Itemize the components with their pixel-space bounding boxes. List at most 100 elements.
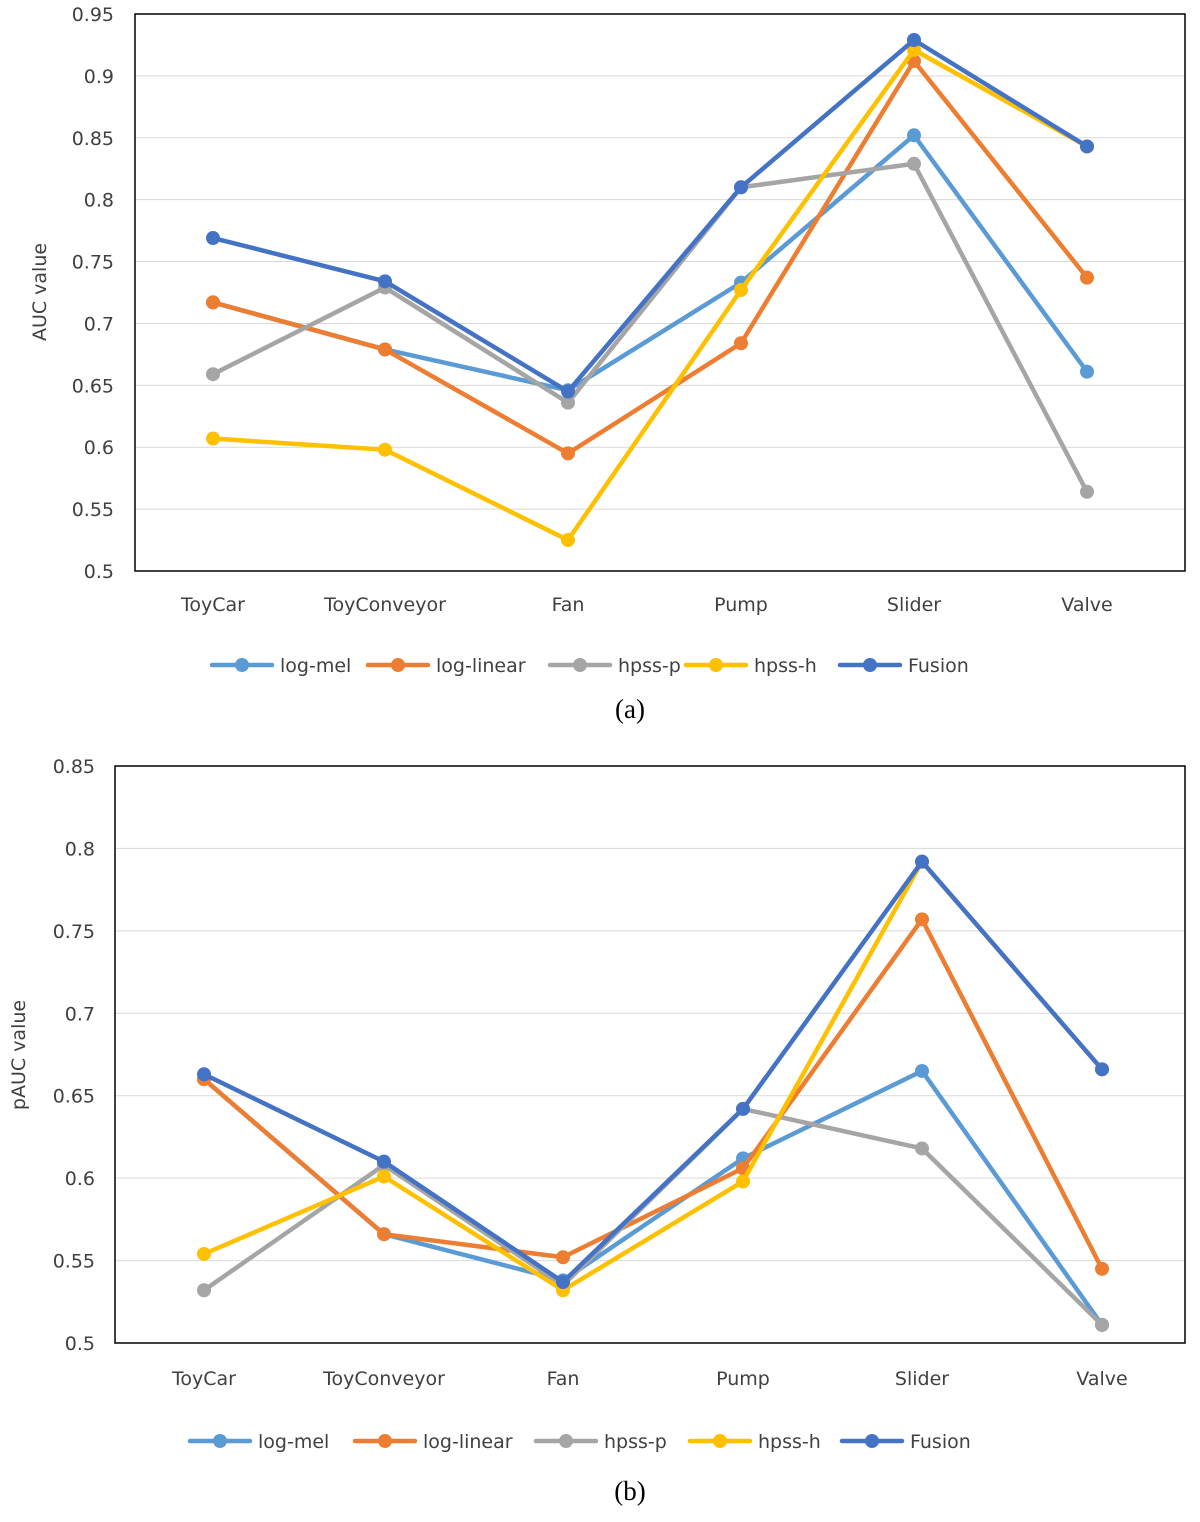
legend-label: hpss-h <box>754 655 817 677</box>
series-line-hpss-p <box>210 161 1090 495</box>
y-tick-label: 0.65 <box>72 375 114 397</box>
x-tick-label: Fan <box>547 1368 580 1390</box>
data-point-hpss-h <box>377 1169 391 1184</box>
x-tick-label: ToyCar <box>171 1368 236 1390</box>
x-tick-label: Valve <box>1061 594 1112 616</box>
data-point-log-mel <box>915 1063 929 1078</box>
series-line-hpss-h <box>201 859 1105 1293</box>
plot-area-frame <box>134 13 1186 572</box>
y-tick-label: 0.75 <box>53 921 95 943</box>
x-tick-label: Pump <box>714 594 768 616</box>
y-tick-label: 0.9 <box>84 66 114 88</box>
x-tick-label: Pump <box>716 1368 770 1390</box>
y-tick-label: 0.85 <box>72 128 114 150</box>
y-tick-label: 0.6 <box>84 437 114 459</box>
legend-marker <box>378 1434 392 1448</box>
data-point-hpss-h <box>736 1174 750 1189</box>
series-line-log-mel <box>210 133 1090 393</box>
y-tick-label: 0.7 <box>65 1003 95 1025</box>
y-tick-label: 0.65 <box>53 1086 95 1108</box>
data-point-hpss-h <box>378 442 392 457</box>
legend-label: hpss-h <box>758 1431 821 1453</box>
legend-marker <box>213 1434 227 1448</box>
figure-caption: (b) <box>614 1476 645 1506</box>
data-point-hpss-h <box>734 283 748 298</box>
series-line-log-linear <box>201 917 1105 1272</box>
legend-marker <box>863 658 877 672</box>
legend-label: hpss-p <box>618 655 681 677</box>
legend-label: Fusion <box>910 1431 971 1453</box>
data-point-hpss-p <box>1080 484 1094 499</box>
y-axis-label: AUC value <box>29 243 51 341</box>
data-point-fusion <box>556 1275 570 1290</box>
x-tick-label: ToyConveyor <box>322 1368 445 1390</box>
legend-marker <box>709 658 723 672</box>
data-point-fusion <box>915 854 929 869</box>
y-tick-label: 0.8 <box>84 190 114 212</box>
data-point-log-linear <box>556 1250 570 1265</box>
series-line-fusion <box>210 37 1090 394</box>
data-point-fusion <box>1080 139 1094 154</box>
data-point-log-linear <box>1080 270 1094 285</box>
data-point-hpss-h <box>206 431 220 446</box>
x-tick-label: Valve <box>1076 1368 1127 1390</box>
data-point-fusion <box>734 180 748 195</box>
data-point-log-linear <box>1095 1261 1109 1276</box>
y-tick-label: 0.75 <box>72 252 114 274</box>
legend-label: log-linear <box>423 1431 513 1453</box>
data-point-fusion <box>907 32 921 47</box>
data-point-log-linear <box>561 446 575 461</box>
data-point-log-linear <box>378 342 392 357</box>
data-point-hpss-h <box>907 42 921 57</box>
legend-label: log-linear <box>436 655 526 677</box>
data-point-hpss-p <box>915 1141 929 1156</box>
data-point-fusion <box>561 384 575 399</box>
series-line-log-linear <box>210 58 1090 456</box>
data-point-hpss-h <box>561 533 575 548</box>
data-point-log-linear <box>377 1227 391 1242</box>
legend-label: log-mel <box>280 655 351 677</box>
data-point-hpss-p <box>561 395 575 410</box>
figure-caption: (a) <box>615 694 645 724</box>
data-point-log-linear <box>915 912 929 927</box>
legend-marker <box>235 658 249 672</box>
data-point-fusion <box>1095 1062 1109 1077</box>
data-point-hpss-p <box>1095 1317 1109 1332</box>
legend-label: Fusion <box>908 655 969 677</box>
data-point-hpss-p <box>197 1283 211 1298</box>
legend-marker <box>713 1434 727 1448</box>
y-tick-label: 0.5 <box>84 561 114 583</box>
data-point-fusion <box>378 274 392 289</box>
legend-marker <box>573 658 587 672</box>
y-tick-label: 0.55 <box>72 499 114 521</box>
data-point-log-mel <box>1080 364 1094 379</box>
series-line-fusion <box>201 859 1105 1285</box>
series-line-hpss-h <box>210 47 1090 543</box>
x-tick-label: Fan <box>552 594 585 616</box>
data-point-log-mel <box>907 128 921 143</box>
legend-label: hpss-p <box>604 1431 667 1453</box>
x-tick-label: ToyConveyor <box>323 594 446 616</box>
chart-panel-a: 0.5 0.55 0.6 0.65 0.7 0.75 0.8 0.85 0.9 0.95 AUC v… <box>29 4 1186 724</box>
data-point-fusion <box>736 1101 750 1116</box>
legend-marker <box>865 1434 879 1448</box>
y-tick-label: 0.85 <box>53 756 95 778</box>
data-point-log-linear <box>206 295 220 310</box>
data-point-fusion <box>197 1067 211 1082</box>
x-tick-label: ToyCar <box>180 594 245 616</box>
data-point-fusion <box>206 231 220 246</box>
y-tick-label: 0.5 <box>65 1333 95 1355</box>
x-tick-label: Slider <box>895 1368 949 1390</box>
y-tick-label: 0.7 <box>84 313 114 335</box>
chart-panel-b: 0.5 0.55 0.6 0.65 0.7 0.75 0.8 0.85 pAUC value To… <box>8 756 1186 1506</box>
y-tick-label: 0.6 <box>65 1168 95 1190</box>
data-point-hpss-h <box>197 1246 211 1261</box>
data-point-fusion <box>377 1154 391 1169</box>
legend-label: log-mel <box>258 1431 329 1453</box>
y-tick-label: 0.95 <box>72 4 114 26</box>
x-tick-label: Slider <box>887 594 941 616</box>
data-point-hpss-p <box>206 367 220 382</box>
plot-area-frame <box>114 765 1186 1344</box>
y-tick-label: 0.8 <box>65 838 95 860</box>
